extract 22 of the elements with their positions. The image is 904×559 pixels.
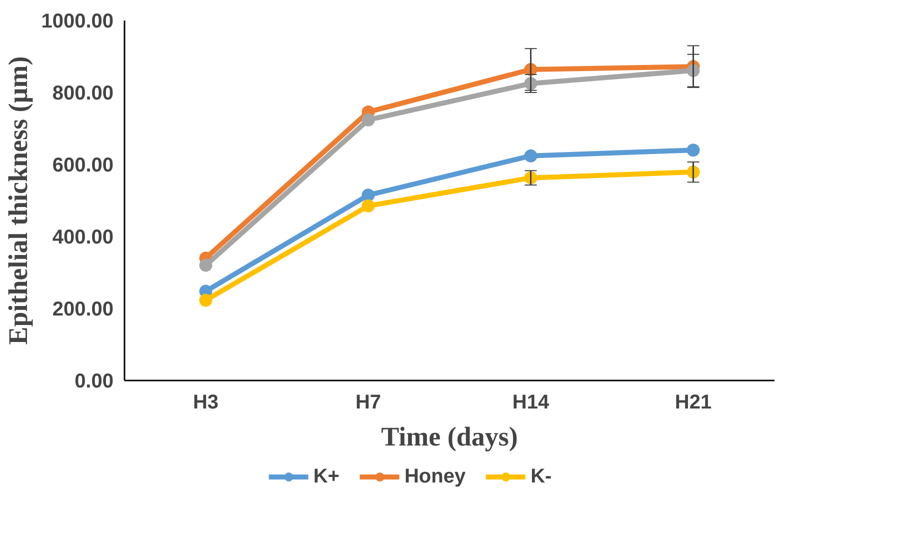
y-tick-label: 0.00 xyxy=(74,370,114,392)
x-tick-label: H3 xyxy=(192,392,219,414)
point xyxy=(362,113,375,126)
y-tick-label: 200.00 xyxy=(52,298,114,320)
point xyxy=(199,294,212,307)
point xyxy=(362,188,375,202)
y-tick-label: 1000.00 xyxy=(41,10,114,32)
x-tick-label: H7 xyxy=(355,392,382,414)
x-tick-label: H21 xyxy=(674,392,712,414)
point xyxy=(199,258,212,272)
x-axis-title: Time (days) xyxy=(381,422,518,452)
y-tick-label: 600.00 xyxy=(52,154,114,176)
legend-label: Honey xyxy=(404,465,466,488)
legend-label: K+ xyxy=(313,465,340,488)
point xyxy=(362,199,375,212)
y-tick-label: 400.00 xyxy=(52,226,114,248)
y-tick-label: 800.00 xyxy=(52,82,114,104)
y-axis-title: Epithelial thickness (µm) xyxy=(3,56,34,345)
point xyxy=(686,144,700,157)
x-tick-label: H14 xyxy=(512,392,550,414)
legend-label: K- xyxy=(530,465,552,488)
point xyxy=(524,149,538,162)
